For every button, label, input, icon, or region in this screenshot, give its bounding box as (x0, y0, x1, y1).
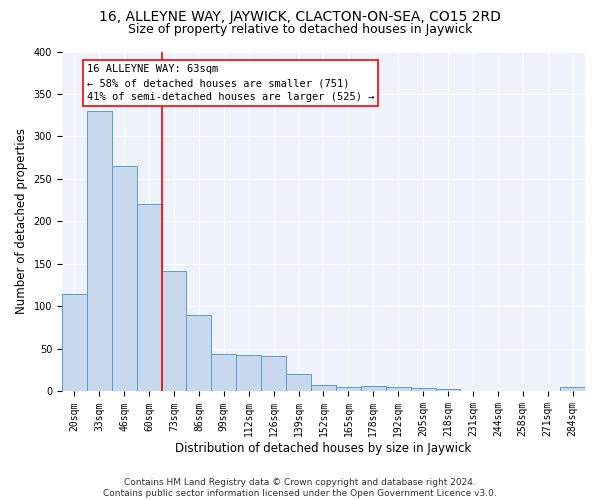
Bar (560, 387, 585, 392)
Text: 16, ALLEYNE WAY, JAYWICK, CLACTON-ON-SEA, CO15 2RD: 16, ALLEYNE WAY, JAYWICK, CLACTON-ON-SEA… (99, 10, 501, 24)
Bar (386, 387, 410, 392)
Bar (187, 315, 211, 392)
Bar (261, 356, 286, 392)
Bar (236, 355, 261, 392)
Bar (137, 204, 161, 392)
Y-axis label: Number of detached properties: Number of detached properties (15, 128, 28, 314)
Bar (361, 386, 386, 392)
Text: 16 ALLEYNE WAY: 63sqm
← 58% of detached houses are smaller (751)
41% of semi-det: 16 ALLEYNE WAY: 63sqm ← 58% of detached … (87, 64, 374, 102)
Text: Size of property relative to detached houses in Jaywick: Size of property relative to detached ho… (128, 22, 472, 36)
Bar (112, 166, 137, 392)
Bar (436, 389, 460, 392)
Bar (161, 271, 187, 392)
Bar (62, 294, 87, 392)
X-axis label: Distribution of detached houses by size in Jaywick: Distribution of detached houses by size … (175, 442, 472, 455)
Bar (211, 354, 236, 392)
Text: Contains HM Land Registry data © Crown copyright and database right 2024.
Contai: Contains HM Land Registry data © Crown c… (103, 478, 497, 498)
Bar (311, 384, 336, 392)
Bar (410, 388, 436, 392)
Bar (336, 387, 361, 392)
Bar (87, 111, 112, 392)
Bar (286, 374, 311, 392)
